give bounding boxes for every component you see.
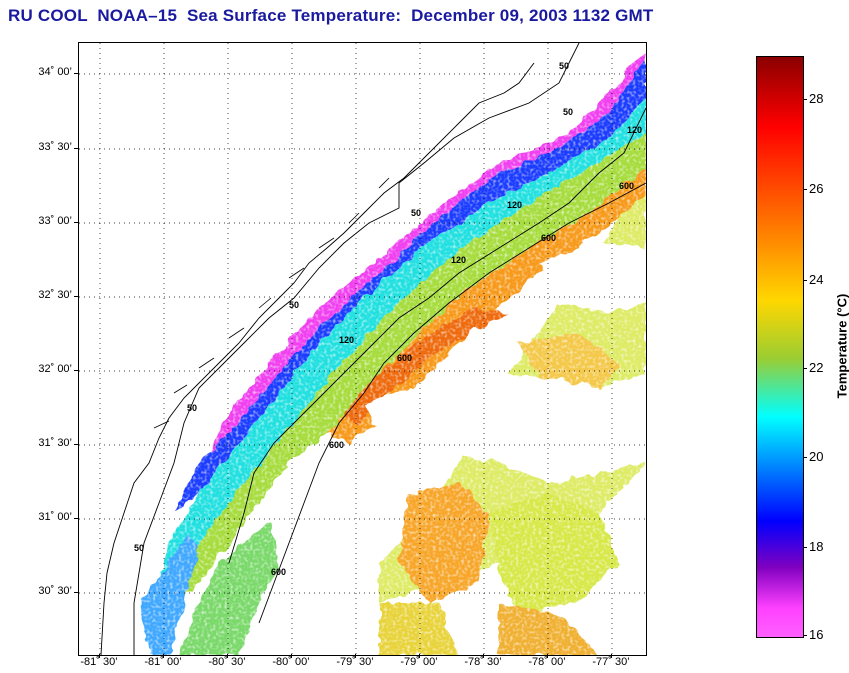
lat-tick	[74, 73, 78, 74]
sst-map[interactable]: 50 50 50 50 50 50 120 120 120 120 600 60…	[78, 42, 647, 656]
lon-tick	[227, 654, 228, 658]
graticule	[79, 43, 646, 655]
lon-tick	[419, 654, 420, 658]
lon-tick	[483, 654, 484, 658]
lat-label: 31˚ 00’	[38, 511, 72, 523]
lat-label: 33˚ 30’	[38, 141, 72, 153]
contour-label-600b: 600	[619, 181, 634, 191]
lon-label: -80˚ 30’	[208, 656, 246, 668]
colorbar-tick	[803, 99, 807, 100]
colorbar-label: 16	[809, 627, 824, 642]
contour-label-50a: 50	[563, 107, 573, 117]
lon-label: -78˚ 00’	[528, 656, 566, 668]
contour-label-600a: 600	[541, 233, 556, 243]
contour-label-50b: 50	[411, 208, 421, 218]
colorbar-label: 20	[809, 449, 824, 464]
lon-label: -80˚ 00’	[272, 656, 310, 668]
contour-label-120d: 120	[339, 335, 354, 345]
lon-tick	[291, 654, 292, 658]
lon-label: -81˚ 30’	[80, 656, 118, 668]
lat-label: 31˚ 30’	[38, 437, 72, 449]
contour-label-120c: 120	[451, 255, 466, 265]
colorbar-tick	[803, 368, 807, 369]
contour-label-600d: 600	[271, 567, 286, 577]
lat-tick	[74, 444, 78, 445]
colorbar-label: 22	[809, 360, 824, 375]
contour-label-50c: 50	[289, 300, 299, 310]
lat-tick	[74, 222, 78, 223]
lat-label: 33˚ 00’	[38, 215, 72, 227]
lat-tick	[74, 370, 78, 371]
contour-labels: 50 50 50 50 50 50 120 120 120 120 600 60…	[134, 61, 642, 577]
colorbar-label: 24	[809, 272, 824, 287]
isobath-50	[133, 43, 580, 655]
lon-label: -78˚ 30’	[464, 656, 502, 668]
lat-tick	[74, 148, 78, 149]
colorbar-tick	[803, 189, 807, 190]
colorbar-title: Temperature (°C)	[834, 293, 849, 399]
contour-label-120b: 120	[507, 200, 522, 210]
contour-label-50f: 50	[559, 61, 569, 71]
map-title: RU COOL NOAA–15 Sea Surface Temperature:…	[8, 6, 654, 25]
lon-tick	[163, 654, 164, 658]
isobath-120	[228, 107, 646, 564]
lon-tick	[355, 654, 356, 658]
coastline-inlets	[153, 177, 390, 429]
land-area	[79, 43, 509, 655]
lon-label: -79˚ 30’	[336, 656, 374, 668]
cloud-mask-2	[79, 43, 559, 193]
lat-label: 30˚ 30’	[38, 585, 72, 597]
lon-tick	[611, 654, 612, 658]
colorbar-tick	[803, 547, 807, 548]
lon-label: -77˚ 30’	[592, 656, 630, 668]
lon-tick	[547, 654, 548, 658]
lat-tick	[74, 592, 78, 593]
lon-label: -79˚ 00’	[400, 656, 438, 668]
lon-label: -81˚ 00’	[144, 656, 182, 668]
colorbar-label: 18	[809, 539, 824, 554]
lat-label: 34˚ 00’	[38, 66, 72, 78]
contour-label-50d: 50	[187, 403, 197, 413]
colorbar-tick	[803, 635, 807, 636]
lat-label: 32˚ 30’	[38, 289, 72, 301]
colorbar-tick	[803, 457, 807, 458]
colorbar-label: 28	[809, 91, 824, 106]
lon-tick	[99, 654, 100, 658]
contour-label-600e: 600	[329, 440, 344, 450]
cloud-mask-3	[499, 43, 646, 113]
lat-tick	[74, 296, 78, 297]
cloud-mask-4	[539, 243, 646, 313]
sst-map-canvas: 50 50 50 50 50 50 120 120 120 120 600 60…	[79, 43, 646, 655]
colorbar	[756, 56, 804, 638]
colorbar-tick	[803, 280, 807, 281]
isobath-600	[258, 182, 646, 624]
coastline	[100, 62, 535, 655]
lat-label: 32˚ 00’	[38, 363, 72, 375]
contour-label-50e: 50	[134, 543, 144, 553]
colorbar-label: 26	[809, 181, 824, 196]
lat-tick	[74, 518, 78, 519]
contour-label-600c: 600	[397, 353, 412, 363]
colorbar-gradient	[757, 57, 803, 637]
cloud-mask-1	[364, 373, 646, 483]
contour-label-120a: 120	[627, 125, 642, 135]
